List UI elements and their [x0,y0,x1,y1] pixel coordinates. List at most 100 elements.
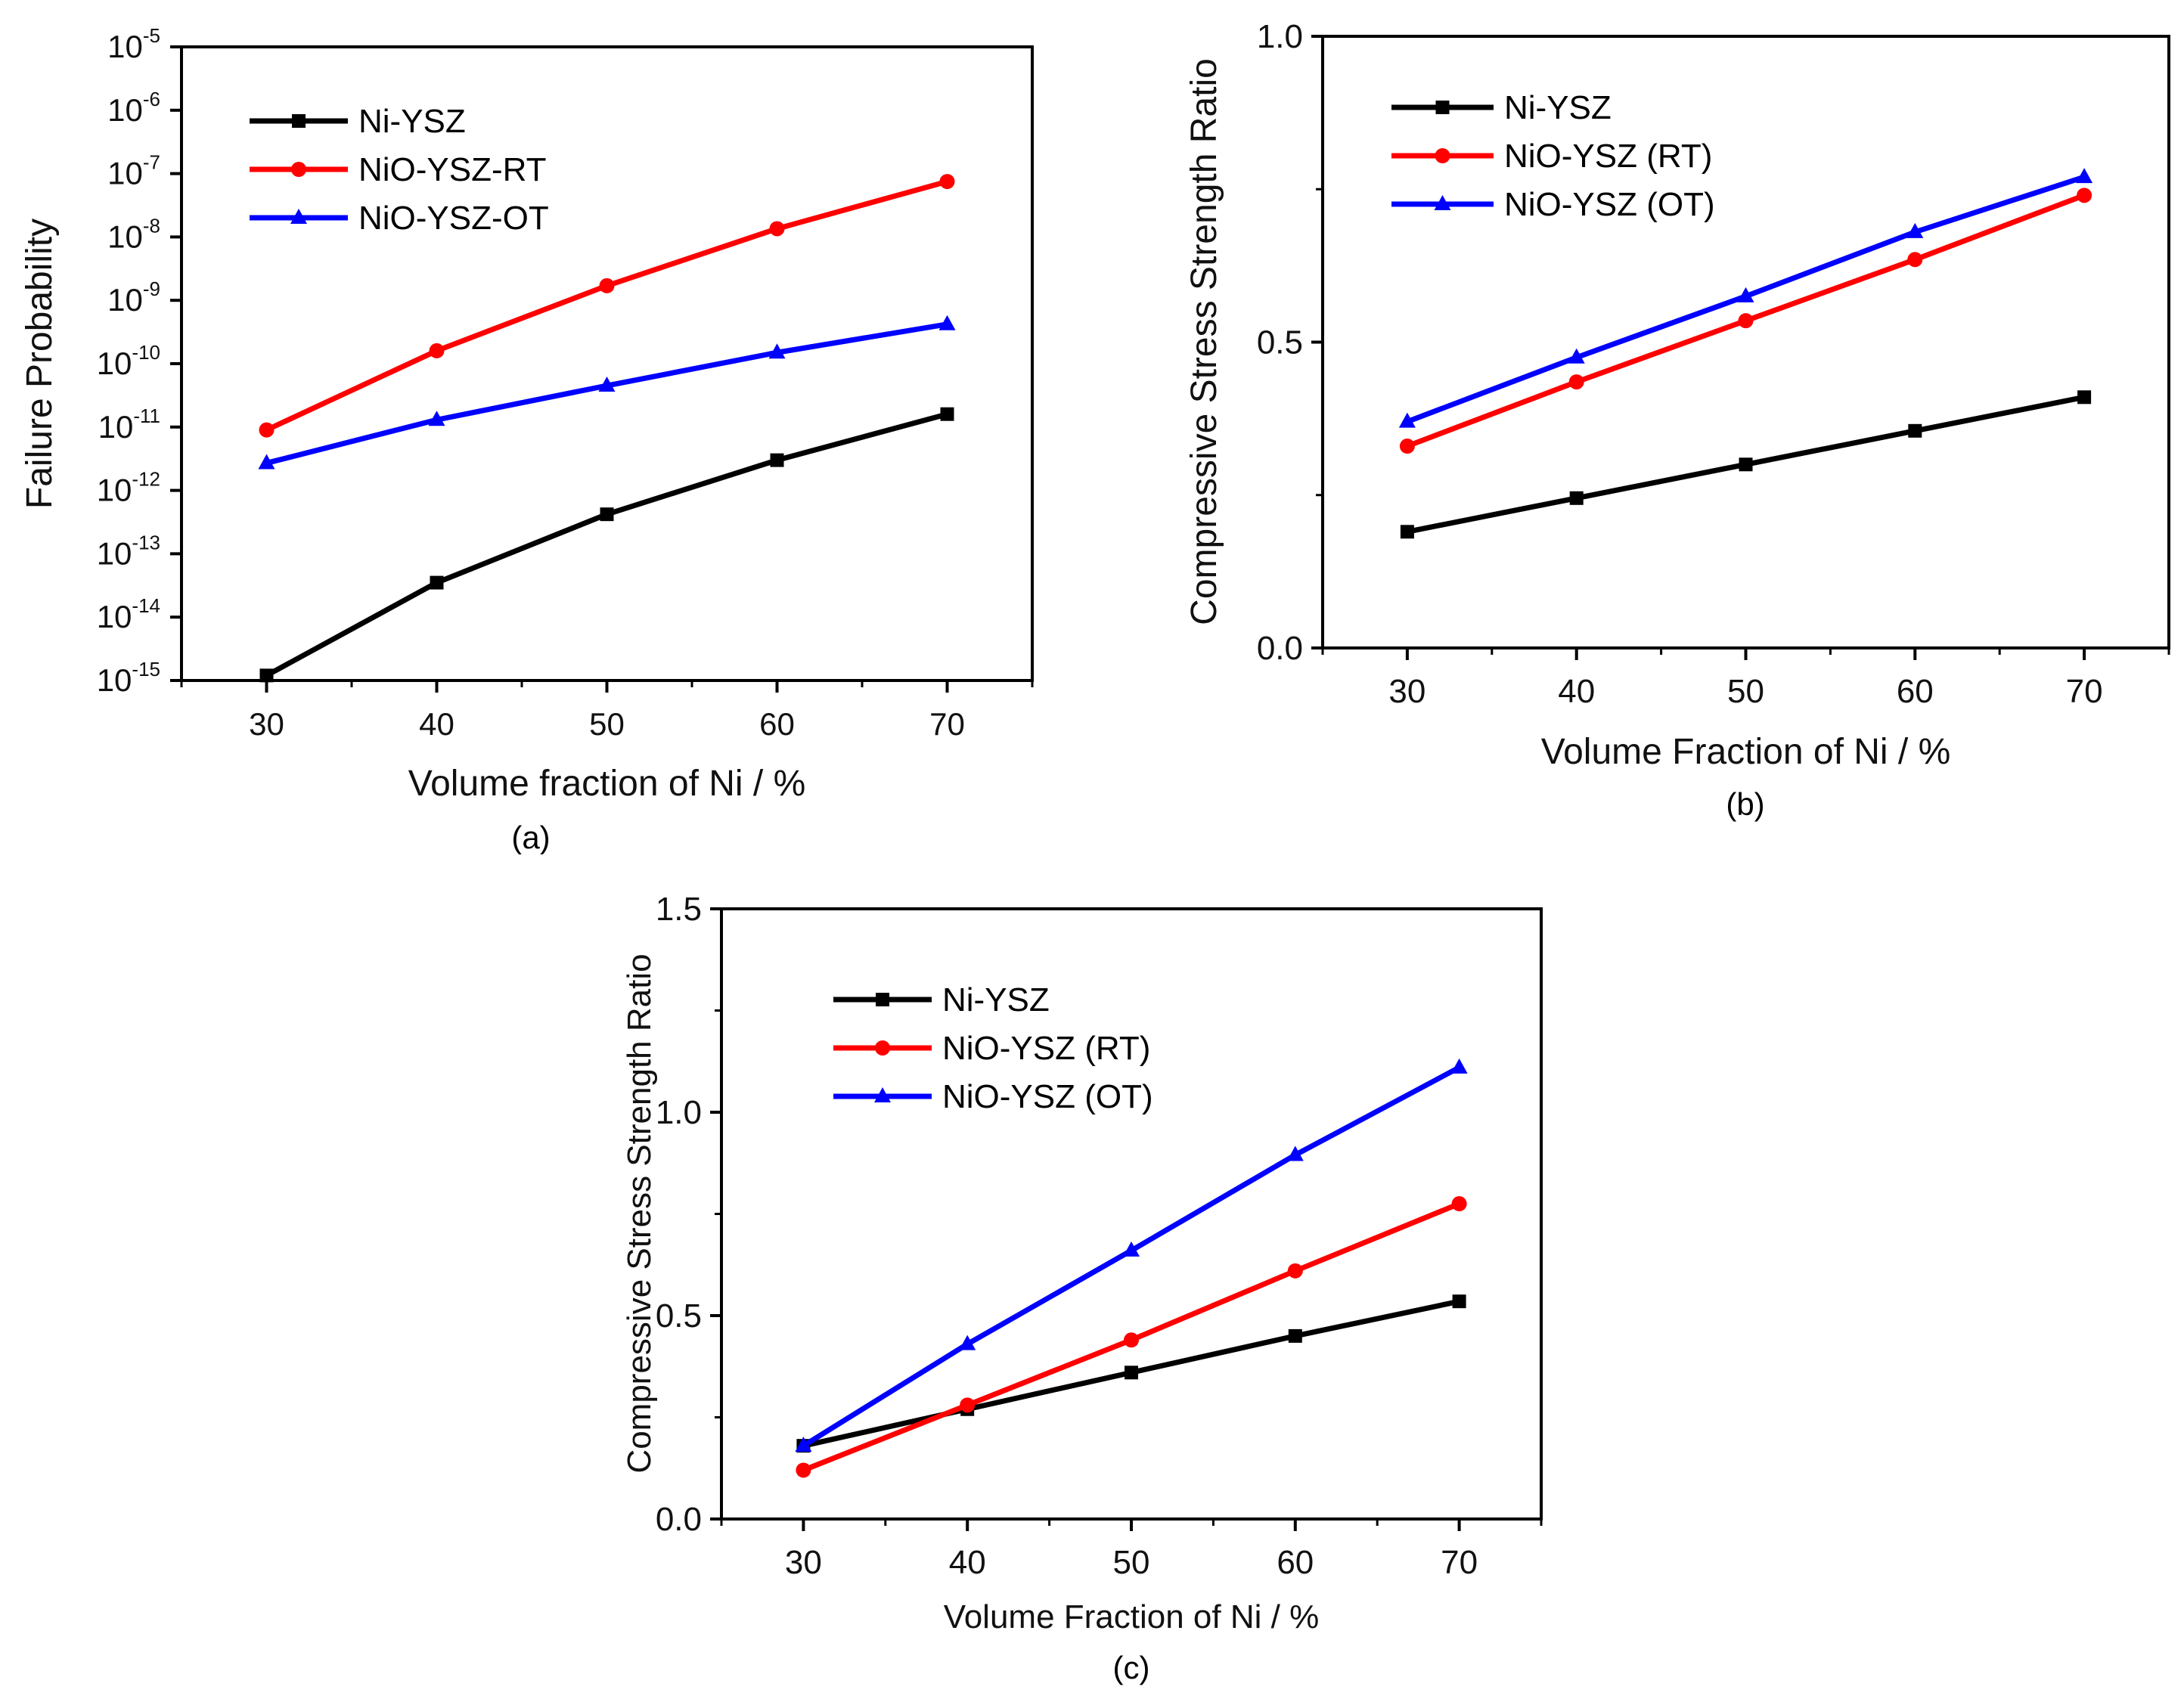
data-point-ni-ysz [1908,423,1922,438]
legend-label-ni-ysz: Ni-YSZ [1504,89,1612,126]
data-point-nio-ysz-ot [2076,168,2093,184]
y-tick-base: 10 [97,473,132,508]
x-tick-label: 30 [1388,673,1425,710]
legend-label-nio-ysz-rt: NiO-YSZ (RT) [1504,138,1712,175]
data-point-nio-ysz-rt [1907,252,1923,268]
x-tick-label: 70 [2066,673,2103,710]
data-point-ni-ysz [1125,1366,1138,1380]
x-axis-title: Volume Fraction of Ni / % [944,1598,1319,1635]
y-tick-base: 10 [107,219,143,254]
legend-label-ni-ysz: Ni-YSZ [358,103,466,140]
data-point-nio-ysz-ot [598,377,616,392]
y-tick-base: 10 [107,282,143,318]
y-tick-exponent: -10 [132,341,160,364]
y-tick-label: 10-8 [107,214,160,254]
y-tick-exponent: -7 [143,151,160,174]
data-point-nio-ysz-rt [1451,1196,1467,1212]
data-point-nio-ysz-rt [599,277,615,293]
chart-b-svg: 30 40 50 60 70 0.0 0.5 1.0 Volume Fraction of Ni… [1184,18,2170,822]
x-tick-label: 50 [589,706,625,742]
data-point-nio-ysz-ot [938,315,956,330]
data-point-nio-ysz-rt [939,174,955,190]
x-tick-label: 50 [1727,673,1764,710]
data-point-nio-ysz-rt [1124,1332,1139,1348]
x-tick-label: 40 [949,1544,986,1581]
legend-label-nio-ysz-rt: NiO-YSZ (RT) [942,1030,1150,1067]
data-point-nio-ysz-rt [960,1397,976,1413]
y-tick-label: 0.5 [1257,324,1303,361]
data-point-ni-ysz [770,453,784,467]
data-point-nio-ysz-rt [1568,374,1584,390]
data-point-ni-ysz [1739,457,1753,472]
x-tick-label: 30 [249,706,284,742]
legend-marker-ni-ysz [1435,101,1450,114]
x-tick-label: 40 [1558,673,1595,710]
data-point-ni-ysz [2077,390,2092,405]
panel-caption: (b) [1726,786,1764,822]
data-point-nio-ysz-rt [1738,313,1754,329]
x-tick-label: 70 [1441,1544,1478,1581]
y-tick-base: 10 [97,346,132,381]
y-axis-title: Compressive Stress Strength Ratio [1184,58,1224,625]
data-point-ni-ysz [1569,491,1584,505]
legend-marker-nio-ysz-rt [291,162,306,177]
data-point-ni-ysz [1400,525,1414,539]
data-point-ni-ysz [600,507,614,522]
y-tick-exponent: -11 [133,405,160,427]
y-tick-exponent: -15 [132,658,160,680]
legend-marker-nio-ysz-rt [1435,148,1450,163]
y-tick-base: 10 [98,409,134,445]
data-point-nio-ysz-rt [796,1462,811,1478]
x-axis-title: Volume Fraction of Ni / % [1541,732,1951,772]
data-point-nio-ysz-ot [1450,1058,1468,1074]
legend-marker-nio-ysz-ot [1434,195,1451,210]
legend-label-nio-ysz-ot: NiO-YSZ-OT [358,200,549,237]
data-point-nio-ysz-ot [1568,348,1585,364]
data-point-nio-ysz-rt [429,343,445,358]
legend-marker-nio-ysz-ot [874,1087,891,1102]
y-tick-label: 10-9 [107,277,160,318]
x-tick-label: 60 [1277,1544,1314,1581]
y-tick-label: 1.0 [656,1094,702,1131]
data-point-nio-ysz-ot [1123,1241,1140,1257]
y-tick-label: 1.5 [656,891,702,928]
plot-frame [180,45,1034,682]
y-tick-label: 0.5 [656,1297,702,1335]
y-tick-base: 10 [97,662,132,698]
x-tick-label: 50 [1113,1544,1150,1581]
data-point-nio-ysz-rt [2077,188,2092,203]
chart-c-svg: 30 40 50 60 70 0.0 0.5 1.0 1.5 Volume Fraction of… [621,891,1543,1685]
data-point-nio-ysz-ot [258,454,275,470]
data-point-ni-ysz [259,668,274,683]
x-axis-title: Volume fraction of Ni / % [408,764,806,804]
chart-a-svg: 30 40 50 60 7010-1510-1410-1310-1210-1110-10… [20,24,1034,854]
data-point-nio-ysz-ot [428,411,445,426]
panel-caption: (a) [511,820,550,854]
y-tick-exponent: -13 [132,531,160,553]
legend-marker-nio-ysz-rt [875,1040,890,1056]
y-tick-exponent: -8 [143,214,160,237]
data-point-nio-ysz-ot [1737,287,1754,302]
data-point-nio-ysz-rt [769,221,785,237]
data-point-nio-ysz-ot [795,1437,812,1452]
data-point-nio-ysz-ot [959,1335,976,1350]
y-tick-base: 10 [97,535,132,571]
data-point-nio-ysz-rt [259,422,275,438]
x-tick-label: 60 [1897,673,1934,710]
legend-marker-ni-ysz [876,993,889,1006]
data-point-ni-ysz [1288,1328,1302,1343]
y-tick-exponent: -12 [132,468,160,491]
data-point-nio-ysz-rt [1287,1263,1303,1279]
legend-label-nio-ysz-ot: NiO-YSZ (OT) [942,1078,1153,1115]
y-tick-label: 10-7 [107,151,160,191]
y-axis-title: Failure Probability [20,219,60,509]
legend-label-nio-ysz-ot: NiO-YSZ (OT) [1504,186,1715,223]
chart-panel-b: 30 40 50 60 70 0.0 0.5 1.0 Volume Fraction of Ni… [1134,0,2184,832]
y-tick-exponent: -9 [143,277,160,300]
plot-frame [1321,35,2170,649]
y-tick-base: 10 [107,92,143,128]
panel-caption: (c) [1113,1650,1150,1685]
chart-panel-a: 30 40 50 60 70 10-15 10-14 10-13 10-12 10-11 10-10… [0,0,1051,854]
data-point-nio-ysz-ot [1286,1145,1304,1161]
y-tick-label: 10-5 [107,24,160,64]
